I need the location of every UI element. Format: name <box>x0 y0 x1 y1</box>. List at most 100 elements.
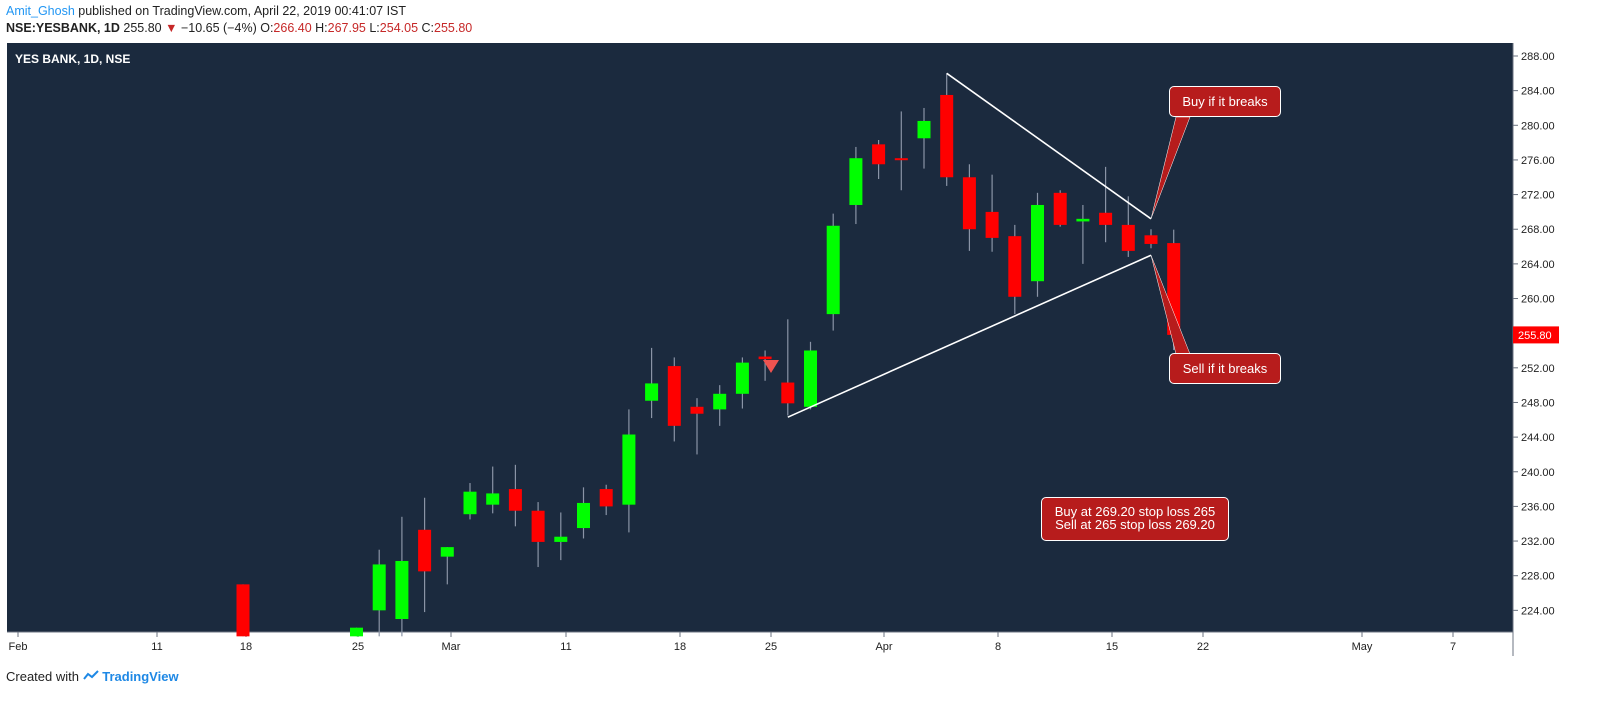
candle <box>985 174 999 252</box>
open-value: 266.40 <box>273 21 312 35</box>
last-price: 255.80 <box>123 21 162 35</box>
tradingview-logo-icon <box>82 670 99 680</box>
candle-body-down <box>872 144 886 165</box>
price-change: −10.65 (−4%) <box>180 21 257 35</box>
candle-body-down <box>690 406 704 414</box>
candle <box>962 164 976 251</box>
trade-note-box[interactable]: Buy at 269.20 stop loss 265 Sell at 265 … <box>1041 497 1229 541</box>
y-tick-label: 240.00 <box>1521 467 1555 479</box>
low-label: L: <box>369 21 380 35</box>
created-with-label: Created with <box>6 669 79 684</box>
buy-callout-pointer-shape <box>1150 116 1191 219</box>
candle-body-down <box>1053 192 1067 225</box>
candle <box>440 547 454 585</box>
candle-body-up <box>713 393 727 410</box>
y-tick-label: 280.00 <box>1521 120 1555 132</box>
candle <box>940 73 954 186</box>
y-tick-label: 244.00 <box>1521 432 1555 444</box>
candle <box>508 464 522 527</box>
y-tick-label: 252.00 <box>1521 363 1555 375</box>
footer: Created with TradingView <box>6 669 179 684</box>
candles <box>236 73 1181 637</box>
price-axis[interactable] <box>1513 43 1593 656</box>
y-tick-label: 236.00 <box>1521 501 1555 513</box>
x-tick-label: Apr <box>875 641 892 653</box>
x-tick-label: Feb <box>9 641 28 653</box>
sell-callout[interactable]: Sell if it breaks <box>1169 353 1281 384</box>
candle-body-up <box>645 383 659 401</box>
close-value: 255.80 <box>434 21 473 35</box>
candle-body-up <box>440 547 454 557</box>
y-tick-label: 276.00 <box>1521 155 1555 167</box>
trendlines[interactable] <box>787 72 1152 418</box>
y-tick-label: 268.00 <box>1521 224 1555 236</box>
candle <box>1099 166 1113 243</box>
chart-header: Amit_Ghosh published on TradingView.com,… <box>6 3 472 37</box>
candle-body-down <box>1121 224 1135 251</box>
author-link[interactable]: Amit_Ghosh <box>6 4 75 18</box>
candle <box>418 497 432 613</box>
candle <box>577 487 590 539</box>
candle <box>463 483 477 520</box>
x-tick-label: 7 <box>1450 641 1456 653</box>
x-tick-label: 18 <box>240 641 252 653</box>
candle-body-up <box>486 493 500 505</box>
candle-body-down <box>940 94 954 178</box>
candle <box>872 140 886 179</box>
candle-body-up <box>1076 218 1090 222</box>
plot-area[interactable] <box>7 43 1513 632</box>
high-label: H: <box>315 21 328 35</box>
candle <box>894 111 908 191</box>
candle-body-down <box>531 510 545 542</box>
candle <box>735 357 749 409</box>
candle <box>758 350 772 381</box>
last-price-tag-bg <box>1513 326 1559 344</box>
candle <box>486 466 500 514</box>
x-tick-label: 8 <box>995 641 1001 653</box>
tradingview-brand[interactable]: TradingView <box>102 669 179 684</box>
x-tick-label: 25 <box>352 641 364 653</box>
last-price-tag-text: 255.80 <box>1518 330 1552 342</box>
open-label: O: <box>260 21 274 35</box>
x-tick-label: Mar <box>442 641 461 653</box>
candle <box>1144 229 1158 249</box>
x-tick-label: 25 <box>765 641 777 653</box>
y-tick-label: 272.00 <box>1521 190 1555 202</box>
y-tick-label: 260.00 <box>1521 294 1555 306</box>
x-tick-label: 18 <box>674 641 686 653</box>
candle <box>622 409 636 533</box>
x-axis-ticks: Feb 11 18 25 Mar 11 18 25 Apr 8 15 22 May 7 <box>9 632 1456 653</box>
candle-body-down <box>236 584 250 637</box>
low-value: 254.05 <box>379 21 419 35</box>
candle-body-up <box>804 350 817 407</box>
y-tick-label: 232.00 <box>1521 536 1555 548</box>
candle <box>350 627 363 637</box>
candle-body-down <box>894 158 908 161</box>
candle-body-up <box>577 502 590 529</box>
last-price-tag: 255.80 <box>1513 326 1559 344</box>
candle-body-down <box>758 356 772 360</box>
candle <box>1008 224 1022 315</box>
candle <box>236 584 250 637</box>
candle-body-up <box>395 560 409 620</box>
candle-body-down <box>508 489 522 511</box>
candle <box>531 502 545 568</box>
candle <box>917 107 931 169</box>
buy-callout[interactable]: Buy if it breaks <box>1169 86 1281 117</box>
quote-line: NSE:YESBANK, 1D 255.80 ▼ −10.65 (−4%) O:… <box>6 20 472 37</box>
y-tick-label: 284.00 <box>1521 86 1555 98</box>
publish-info: published on TradingView.com, April 22, … <box>78 4 407 18</box>
candle <box>849 146 863 225</box>
candle <box>1053 190 1067 227</box>
candle <box>395 516 409 637</box>
candle-body-up <box>1031 204 1044 282</box>
candle <box>713 385 727 426</box>
candle <box>804 341 817 410</box>
down-arrow-icon: ▼ <box>165 21 178 35</box>
close-label: C: <box>421 21 435 35</box>
x-tick-label: 11 <box>151 641 162 653</box>
x-tick-label: 11 <box>560 641 571 653</box>
candle-body-up <box>917 120 931 139</box>
candle <box>826 213 840 331</box>
